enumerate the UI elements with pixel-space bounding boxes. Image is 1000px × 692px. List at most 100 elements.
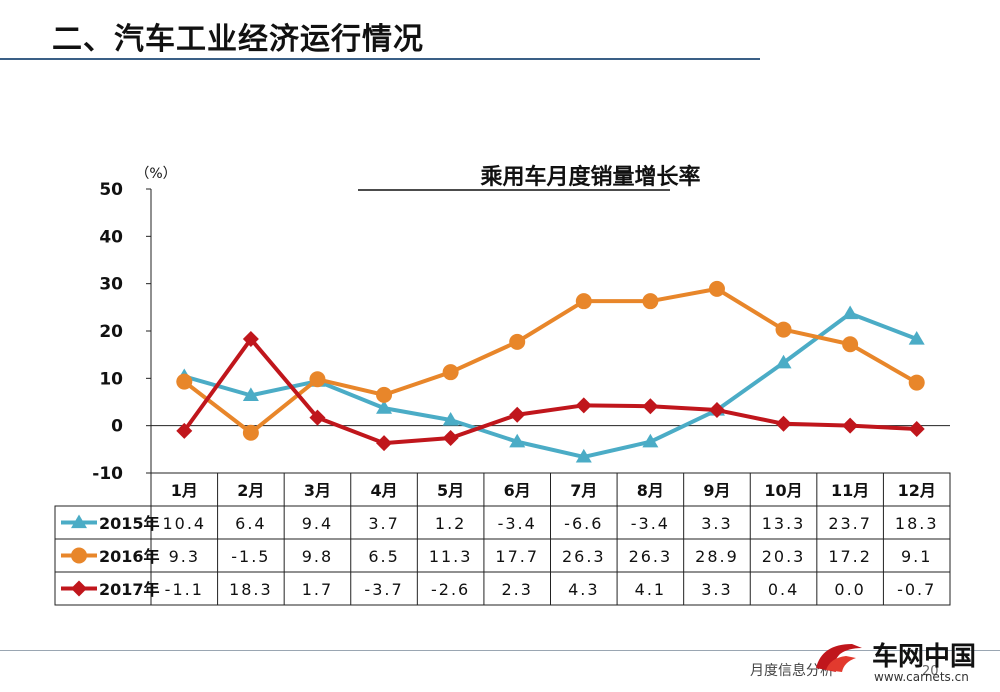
- data-point: [242, 387, 259, 401]
- table-value-cell: 1.7: [302, 580, 333, 599]
- data-point: [908, 374, 925, 391]
- series-line-2015年: [183, 311, 918, 459]
- data-point: [642, 398, 659, 415]
- table-value-cell: -3.7: [364, 580, 403, 599]
- table-value-cell: 26.3: [629, 547, 673, 566]
- legend-label: 2015年: [99, 514, 160, 533]
- legend-swatch-marker: [71, 580, 87, 597]
- table-value-cell: 18.3: [895, 514, 939, 533]
- table-value-cell: 3.3: [701, 580, 732, 599]
- y-tick-label: 10: [99, 369, 123, 389]
- data-point: [775, 354, 792, 369]
- table-value-cell: 23.7: [828, 514, 872, 533]
- data-point: [842, 305, 859, 320]
- y-axis-label: （%）: [135, 166, 176, 182]
- data-point: [642, 293, 659, 310]
- legend-label: 2016年: [99, 547, 160, 566]
- data-point: [642, 433, 659, 448]
- brand-watermark: 车网中国 www.carnets.cn: [812, 632, 1000, 692]
- table-value-cell: -0.7: [897, 580, 936, 599]
- table-value-cell: 4.3: [568, 580, 599, 599]
- table-value-cell: 9.8: [302, 547, 333, 566]
- legend-label: 2017年: [99, 580, 160, 599]
- data-point: [708, 280, 725, 297]
- table-value-cell: 3.7: [368, 514, 399, 533]
- table-value-cell: -2.6: [431, 580, 470, 599]
- table-value-cell: 11.3: [429, 547, 473, 566]
- table-value-cell: 17.2: [828, 547, 872, 566]
- data-point: [309, 409, 326, 426]
- legend-swatch-marker: [71, 547, 87, 564]
- data-point: [376, 435, 393, 452]
- data-point: [509, 433, 526, 448]
- x-tick-label: 8月: [637, 481, 664, 500]
- table-value-cell: 28.9: [695, 547, 739, 566]
- table-value-cell: 4.1: [635, 580, 666, 599]
- footer-text: 月度信息分析: [750, 663, 834, 679]
- y-tick-label: 0: [111, 417, 123, 437]
- brand-name: 车网中国: [872, 642, 977, 672]
- page-title: 二、汽车工业经济运行情况: [52, 22, 424, 57]
- table-value-cell: -1.1: [165, 580, 204, 599]
- data-point: [442, 429, 459, 446]
- data-point: [842, 336, 859, 353]
- table-value-cell: -1.5: [231, 547, 270, 566]
- table-value-cell: 0.4: [768, 580, 799, 599]
- data-point: [575, 293, 592, 310]
- x-tick-label: 12月: [898, 481, 936, 500]
- data-point: [775, 321, 792, 338]
- data-point: [908, 420, 925, 437]
- data-point: [575, 448, 592, 463]
- page-number: 20: [922, 664, 939, 679]
- brand-url: www.carnets.cn: [874, 670, 969, 684]
- table-value-cell: 9.1: [901, 547, 932, 566]
- data-point: [376, 400, 393, 414]
- y-tick-label: -10: [92, 464, 123, 484]
- legend-swatch-marker: [71, 514, 87, 529]
- x-tick-label: 10月: [764, 481, 802, 500]
- data-point: [708, 402, 725, 419]
- table-value-cell: 9.3: [169, 547, 200, 566]
- x-tick-label: 7月: [570, 481, 597, 500]
- table-value-cell: 6.4: [235, 514, 266, 533]
- y-tick-label: 20: [99, 322, 123, 342]
- brand-logo-icon: [816, 644, 862, 672]
- data-point: [176, 422, 193, 439]
- data-point: [242, 331, 259, 348]
- x-tick-label: 2月: [237, 481, 264, 500]
- x-tick-label: 1月: [171, 481, 198, 500]
- data-point: [842, 417, 859, 434]
- data-point: [309, 371, 326, 388]
- data-point: [242, 424, 259, 441]
- footer-divider: [0, 650, 1000, 651]
- table-value-cell: 6.5: [368, 547, 399, 566]
- x-tick-label: 9月: [703, 481, 730, 500]
- table-value-cell: 20.3: [762, 547, 806, 566]
- data-point: [442, 364, 459, 381]
- data-point: [509, 333, 526, 350]
- table-value-cell: 3.3: [701, 514, 732, 533]
- chart-title: 乘用车月度销量增长率: [479, 164, 700, 190]
- table-value-cell: 1.2: [435, 514, 466, 533]
- x-tick-label: 4月: [370, 481, 397, 500]
- table-value-cell: 2.3: [501, 580, 532, 599]
- x-tick-label: 3月: [304, 481, 331, 500]
- table-value-cell: 17.7: [495, 547, 539, 566]
- data-point: [575, 397, 592, 414]
- table-value-cell: -3.4: [498, 514, 537, 533]
- data-point: [442, 411, 459, 426]
- x-tick-label: 5月: [437, 481, 464, 500]
- data-point: [376, 386, 393, 403]
- x-tick-label: 6月: [504, 481, 531, 500]
- table-value-cell: 9.4: [302, 514, 333, 533]
- table-value-cell: 10.4: [162, 514, 206, 533]
- table-value-cell: 13.3: [762, 514, 806, 533]
- x-tick-label: 11月: [831, 481, 869, 500]
- y-tick-label: 30: [99, 275, 123, 295]
- series-line-2017年: [182, 337, 917, 446]
- y-tick-label: 50: [99, 180, 123, 200]
- table-value-cell: 0.0: [834, 580, 865, 599]
- data-point: [176, 373, 193, 390]
- table-value-cell: 26.3: [562, 547, 606, 566]
